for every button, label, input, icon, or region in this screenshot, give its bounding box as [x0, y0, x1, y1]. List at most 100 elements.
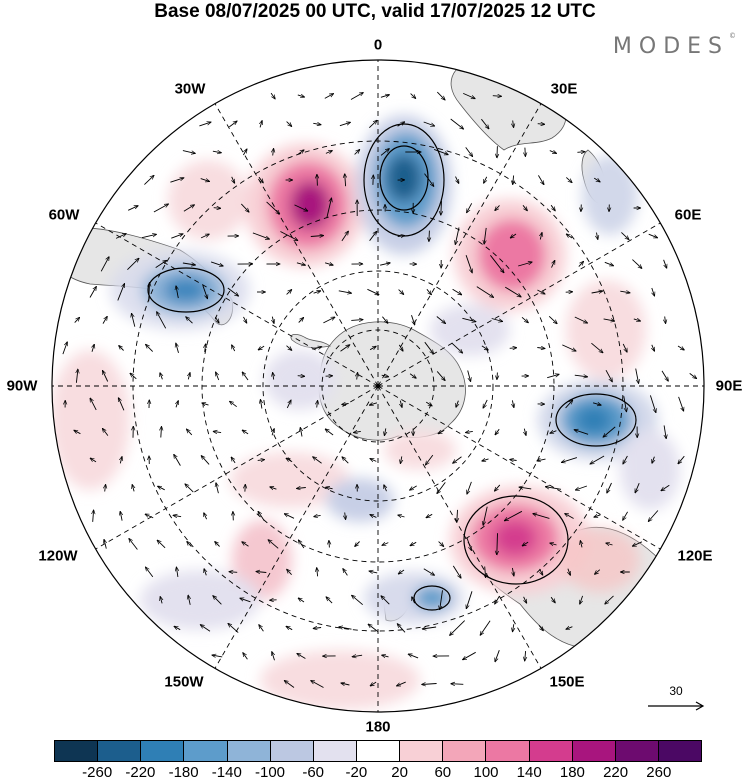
wind-arrow [352, 595, 363, 606]
longitude-label-30w: 30W [174, 80, 206, 98]
wind-arrow [317, 568, 318, 577]
longitude-label-60e: 60E [674, 206, 702, 224]
wind-arrow [260, 121, 262, 128]
wind-arrow [272, 429, 274, 436]
wind-arrow [176, 401, 178, 408]
wind-arrow [204, 513, 207, 520]
wind-arrow [210, 261, 223, 266]
wind-arrow [182, 150, 195, 154]
wind-arrow [294, 204, 308, 211]
wind-arrow [661, 484, 670, 490]
colorbar-tick-label: 60 [434, 764, 452, 781]
wind-arrow [605, 595, 614, 604]
wind-arrow [76, 369, 78, 383]
south-pole-marker [375, 383, 381, 389]
wind-arrow [664, 425, 666, 438]
wind-arrow [480, 620, 491, 635]
wind-arrow [352, 655, 363, 657]
wind-arrow [453, 456, 462, 463]
wind-arrow [484, 227, 486, 244]
wind-arrow [345, 512, 346, 520]
wind-arrow [273, 149, 274, 156]
wind-arrow [323, 317, 335, 324]
wind-arrow [604, 261, 614, 265]
wind-arrow [325, 151, 332, 154]
wind-arrow [648, 233, 658, 238]
wind-arrow [436, 91, 445, 100]
wind-arrow [465, 147, 473, 156]
meridian-line [377, 103, 542, 387]
wind-arrow [130, 373, 137, 380]
wind-arrow [132, 485, 134, 492]
wind-arrow [426, 454, 434, 465]
longitude-label-90e: 90E [715, 377, 743, 395]
wind-arrow [158, 486, 165, 491]
wind-arrow [429, 230, 430, 242]
wind-arrow [286, 400, 291, 409]
colorbar-tick-label: -100 [254, 764, 286, 781]
wind-arrow [574, 375, 588, 377]
wind-arrow [368, 624, 379, 633]
wind-arrow [173, 515, 182, 516]
wind-arrow [422, 684, 437, 685]
wind-arrow [522, 541, 529, 546]
wind-arrow [369, 403, 378, 405]
longitude-label-0: 0 [373, 36, 383, 54]
wind-arrow [300, 428, 302, 437]
wind-arrow [153, 204, 169, 213]
wind-arrow [455, 176, 459, 184]
wind-arrow [381, 375, 389, 377]
wind-arrow [176, 343, 179, 354]
wind-arrow [313, 123, 321, 124]
wind-arrow [483, 506, 488, 526]
wind-arrow [185, 484, 194, 493]
wind-arrow [252, 232, 270, 239]
wind-arrow [157, 540, 166, 549]
colorbar-tick-label: 260 [646, 764, 672, 781]
wind-arrow [524, 596, 527, 603]
wind-arrow [228, 623, 239, 633]
colorbar-tick-label: 20 [391, 764, 408, 781]
wind-arrow [231, 457, 236, 464]
wind-arrow [355, 541, 360, 547]
wind-arrow [476, 286, 494, 298]
wind-arrow [661, 370, 668, 381]
wind-arrow [310, 236, 324, 237]
wind-arrow [325, 429, 334, 436]
wind-arrow [678, 396, 684, 411]
wind-arrow [595, 569, 601, 575]
wind-arrow [117, 284, 125, 301]
wind-arrow [652, 287, 655, 296]
wind-arrow [286, 121, 292, 127]
wind-arrow [465, 255, 472, 273]
wind-arrow [326, 597, 333, 604]
wind-arrow [204, 569, 206, 576]
logo-mark: © [729, 32, 736, 40]
wind-arrow [199, 122, 211, 127]
wind-arrow [188, 373, 190, 380]
colorbar-segment [615, 741, 659, 761]
wind-arrow [451, 342, 463, 353]
meridian-line [214, 385, 379, 669]
wind-arrow [341, 231, 349, 242]
wind-arrow [230, 401, 237, 408]
wind-arrow [566, 627, 573, 630]
wind-arrow [342, 457, 349, 464]
wind-arrow [74, 430, 81, 435]
wind-arrow [214, 316, 219, 323]
wind-arrow [243, 149, 247, 156]
wind-arrow [340, 345, 350, 352]
wind-arrow [119, 346, 124, 351]
wind-arrow [436, 316, 446, 324]
wind-arrow [491, 318, 503, 322]
wind-arrow [606, 543, 613, 545]
wind-arrow [160, 597, 162, 604]
wind-arrow [149, 283, 150, 302]
wind-arrow [565, 400, 573, 409]
wind-arrow [398, 515, 405, 517]
wind-arrow [484, 176, 487, 183]
wind-arrow [146, 344, 154, 352]
colorbar-segment [98, 741, 142, 761]
wind-arrow [578, 261, 584, 267]
wind-arrow [467, 370, 471, 382]
